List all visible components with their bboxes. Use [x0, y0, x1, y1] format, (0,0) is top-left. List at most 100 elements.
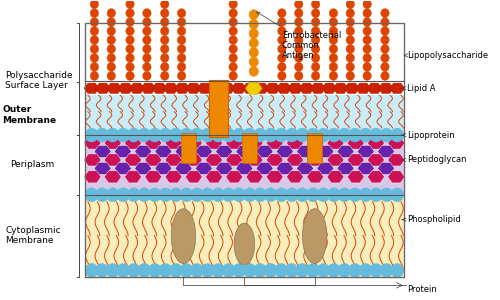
Circle shape — [329, 27, 338, 35]
Circle shape — [107, 71, 116, 80]
Circle shape — [294, 35, 303, 44]
Circle shape — [178, 18, 186, 27]
Polygon shape — [152, 83, 167, 94]
Circle shape — [178, 27, 186, 35]
Circle shape — [90, 62, 98, 71]
Circle shape — [329, 9, 338, 18]
Polygon shape — [254, 83, 269, 94]
Polygon shape — [368, 154, 384, 166]
Circle shape — [232, 263, 245, 278]
Polygon shape — [310, 83, 326, 94]
Circle shape — [222, 263, 235, 278]
Bar — [85, 22, 404, 278]
Circle shape — [142, 71, 151, 80]
Circle shape — [296, 263, 309, 278]
Circle shape — [285, 128, 298, 142]
Polygon shape — [174, 83, 190, 94]
Polygon shape — [337, 162, 354, 174]
Circle shape — [317, 263, 330, 278]
Circle shape — [390, 263, 404, 278]
Polygon shape — [367, 83, 382, 94]
Polygon shape — [175, 146, 192, 158]
Polygon shape — [226, 171, 242, 183]
Polygon shape — [206, 171, 222, 183]
Polygon shape — [358, 146, 374, 158]
Circle shape — [294, 27, 303, 35]
Circle shape — [278, 35, 286, 44]
Circle shape — [317, 188, 330, 202]
Circle shape — [381, 44, 389, 53]
Circle shape — [381, 53, 389, 62]
Circle shape — [312, 35, 320, 44]
Text: Outer
Membrane: Outer Membrane — [2, 106, 56, 125]
Circle shape — [90, 0, 98, 9]
Polygon shape — [104, 137, 121, 149]
Circle shape — [90, 18, 98, 27]
Polygon shape — [327, 137, 344, 149]
Circle shape — [127, 263, 140, 278]
Polygon shape — [84, 137, 101, 149]
Circle shape — [312, 18, 320, 27]
Circle shape — [90, 27, 98, 35]
Circle shape — [190, 188, 203, 202]
Polygon shape — [220, 83, 235, 94]
Circle shape — [96, 263, 108, 278]
Bar — [307, 133, 322, 163]
Polygon shape — [236, 146, 253, 158]
Circle shape — [126, 18, 134, 27]
Polygon shape — [317, 146, 334, 158]
Polygon shape — [276, 162, 293, 174]
Circle shape — [126, 0, 134, 9]
Circle shape — [107, 9, 116, 18]
Circle shape — [116, 263, 130, 278]
Circle shape — [294, 9, 303, 18]
Polygon shape — [276, 146, 293, 158]
Circle shape — [296, 128, 309, 142]
Polygon shape — [236, 162, 253, 174]
Polygon shape — [114, 146, 132, 158]
Circle shape — [278, 53, 286, 62]
Text: Lipid A: Lipid A — [402, 84, 436, 93]
Text: Peptidoglycan: Peptidoglycan — [402, 155, 467, 164]
Circle shape — [294, 71, 303, 80]
Circle shape — [370, 263, 382, 278]
Text: Lipopolysaccharide: Lipopolysaccharide — [404, 51, 488, 60]
Polygon shape — [155, 162, 172, 174]
Polygon shape — [106, 83, 122, 94]
Circle shape — [142, 9, 151, 18]
Circle shape — [249, 28, 258, 38]
Circle shape — [142, 35, 151, 44]
Circle shape — [170, 263, 182, 278]
Circle shape — [90, 35, 98, 44]
Polygon shape — [265, 83, 280, 94]
Circle shape — [306, 263, 320, 278]
Circle shape — [306, 128, 320, 142]
Polygon shape — [333, 83, 348, 94]
Circle shape — [148, 128, 162, 142]
Circle shape — [249, 38, 258, 48]
Circle shape — [116, 188, 130, 202]
Polygon shape — [165, 137, 182, 149]
Circle shape — [190, 128, 203, 142]
Circle shape — [180, 263, 193, 278]
Circle shape — [85, 128, 98, 142]
Text: Phospholipid: Phospholipid — [402, 215, 461, 224]
Polygon shape — [344, 83, 360, 94]
Circle shape — [278, 27, 286, 35]
Polygon shape — [242, 83, 258, 94]
Text: OMP: OMP — [0, 299, 1, 300]
Circle shape — [317, 128, 330, 142]
Polygon shape — [196, 146, 212, 158]
Circle shape — [346, 71, 354, 80]
Polygon shape — [348, 154, 364, 166]
Circle shape — [212, 263, 224, 278]
Circle shape — [138, 128, 151, 142]
Circle shape — [346, 9, 354, 18]
Circle shape — [126, 35, 134, 44]
Polygon shape — [118, 83, 133, 94]
Circle shape — [285, 263, 298, 278]
Circle shape — [312, 71, 320, 80]
Circle shape — [329, 53, 338, 62]
Polygon shape — [307, 137, 324, 149]
Circle shape — [170, 128, 182, 142]
